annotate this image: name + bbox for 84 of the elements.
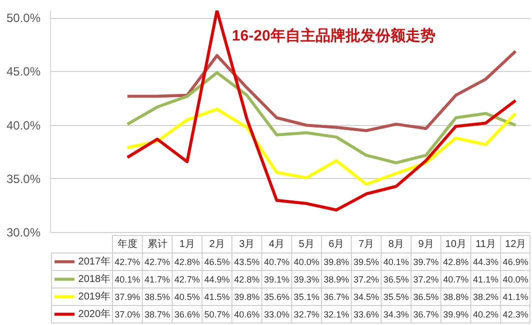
- data-label: 40.0%: [502, 274, 528, 284]
- data-label: 38.2%: [472, 292, 498, 302]
- data-label: 44.9%: [204, 274, 230, 284]
- data-label: 39.7%: [413, 256, 439, 267]
- line-series: [126, 71, 518, 164]
- x-tick-label: 9月: [418, 238, 434, 250]
- legend-label: 2017年: [78, 255, 111, 268]
- data-label: 46.9%: [502, 256, 528, 267]
- data-label: 42.8%: [234, 274, 260, 284]
- data-label: 33.0%: [264, 309, 290, 320]
- x-tick-label: 7月: [358, 238, 374, 250]
- data-label: 36.7%: [324, 292, 350, 302]
- x-tick-label: 年度: [117, 238, 138, 250]
- data-label: 40.5%: [174, 292, 200, 302]
- data-label: 50.7%: [204, 309, 230, 320]
- x-tick-label: 1月: [179, 238, 195, 250]
- data-label: 43.5%: [234, 256, 260, 267]
- data-label: 37.0%: [114, 309, 140, 320]
- data-label: 32.1%: [324, 309, 350, 320]
- data-label: 38.7%: [144, 309, 170, 320]
- data-label: 42.8%: [443, 256, 469, 267]
- y-tick-label: 50.0%: [6, 11, 41, 26]
- x-tick-label: 3月: [239, 238, 255, 250]
- data-label: 38.8%: [443, 292, 469, 302]
- data-label: 35.6%: [264, 292, 290, 302]
- y-tick-label: 45.0%: [6, 64, 41, 79]
- y-tick-label: 30.0%: [6, 226, 41, 240]
- data-label: 32.7%: [294, 309, 320, 320]
- data-label: 40.2%: [472, 309, 498, 320]
- data-label: 35.1%: [294, 292, 320, 302]
- x-tick-label: 12月: [505, 238, 526, 250]
- data-label: 33.6%: [354, 309, 380, 320]
- y-tick-label: 40.0%: [6, 118, 41, 132]
- data-label: 42.8%: [174, 256, 200, 267]
- line-series: [126, 10, 518, 212]
- data-label: 39.8%: [234, 292, 260, 302]
- line-series: [126, 50, 518, 132]
- y-tick-label: 35.0%: [6, 172, 41, 186]
- data-label: 40.7%: [443, 274, 469, 284]
- data-label: 39.9%: [443, 309, 469, 320]
- x-tick-label: 4月: [268, 238, 284, 250]
- data-label: 40.1%: [383, 256, 409, 267]
- data-label: 46.5%: [204, 256, 230, 267]
- data-label: 36.6%: [174, 309, 200, 320]
- data-label: 41.1%: [502, 292, 528, 302]
- data-label: 34.5%: [354, 292, 380, 302]
- legend-label: 2020年: [78, 308, 111, 320]
- data-label: 42.7%: [174, 274, 200, 284]
- line-series: [126, 108, 518, 186]
- data-label: 36.7%: [413, 309, 439, 320]
- data-label: 44.3%: [472, 256, 498, 267]
- data-label: 40.6%: [234, 309, 260, 320]
- data-label: 39.8%: [324, 256, 350, 267]
- data-label: 34.3%: [383, 309, 409, 320]
- data-label: 38.5%: [144, 292, 170, 302]
- x-tick-label: 10月: [445, 238, 466, 250]
- x-tick-label: 8月: [388, 238, 404, 250]
- x-tick-label: 2月: [209, 238, 225, 250]
- data-label: 40.1%: [114, 274, 140, 284]
- x-tick-label: 6月: [328, 238, 344, 250]
- data-label: 41.1%: [472, 274, 498, 284]
- data-label: 36.5%: [413, 292, 439, 302]
- data-label: 41.5%: [204, 292, 230, 302]
- data-label: 39.5%: [354, 256, 380, 267]
- text: 16-20年自主品牌批发份额走势: [232, 26, 436, 44]
- data-label: 37.9%: [114, 292, 140, 302]
- data-label: 41.7%: [144, 274, 170, 284]
- data-label: 36.5%: [383, 274, 409, 284]
- data-label: 39.3%: [294, 274, 320, 284]
- data-label: 40.0%: [294, 256, 320, 267]
- data-label: 37.2%: [413, 274, 439, 284]
- data-label: 42.3%: [502, 309, 528, 320]
- data-label: 35.5%: [383, 292, 409, 302]
- x-tick-label: 累计: [147, 238, 168, 250]
- data-label: 42.7%: [144, 256, 170, 267]
- x-tick-label: 5月: [298, 238, 314, 250]
- data-label: 38.9%: [324, 274, 350, 284]
- data-label: 37.2%: [354, 274, 380, 284]
- data-label: 42.7%: [114, 256, 140, 267]
- x-tick-label: 11月: [476, 238, 496, 250]
- data-label: 39.1%: [264, 274, 290, 284]
- legend-label: 2018年: [78, 272, 111, 285]
- data-label: 40.7%: [264, 256, 290, 267]
- legend-label: 2019年: [78, 290, 111, 302]
